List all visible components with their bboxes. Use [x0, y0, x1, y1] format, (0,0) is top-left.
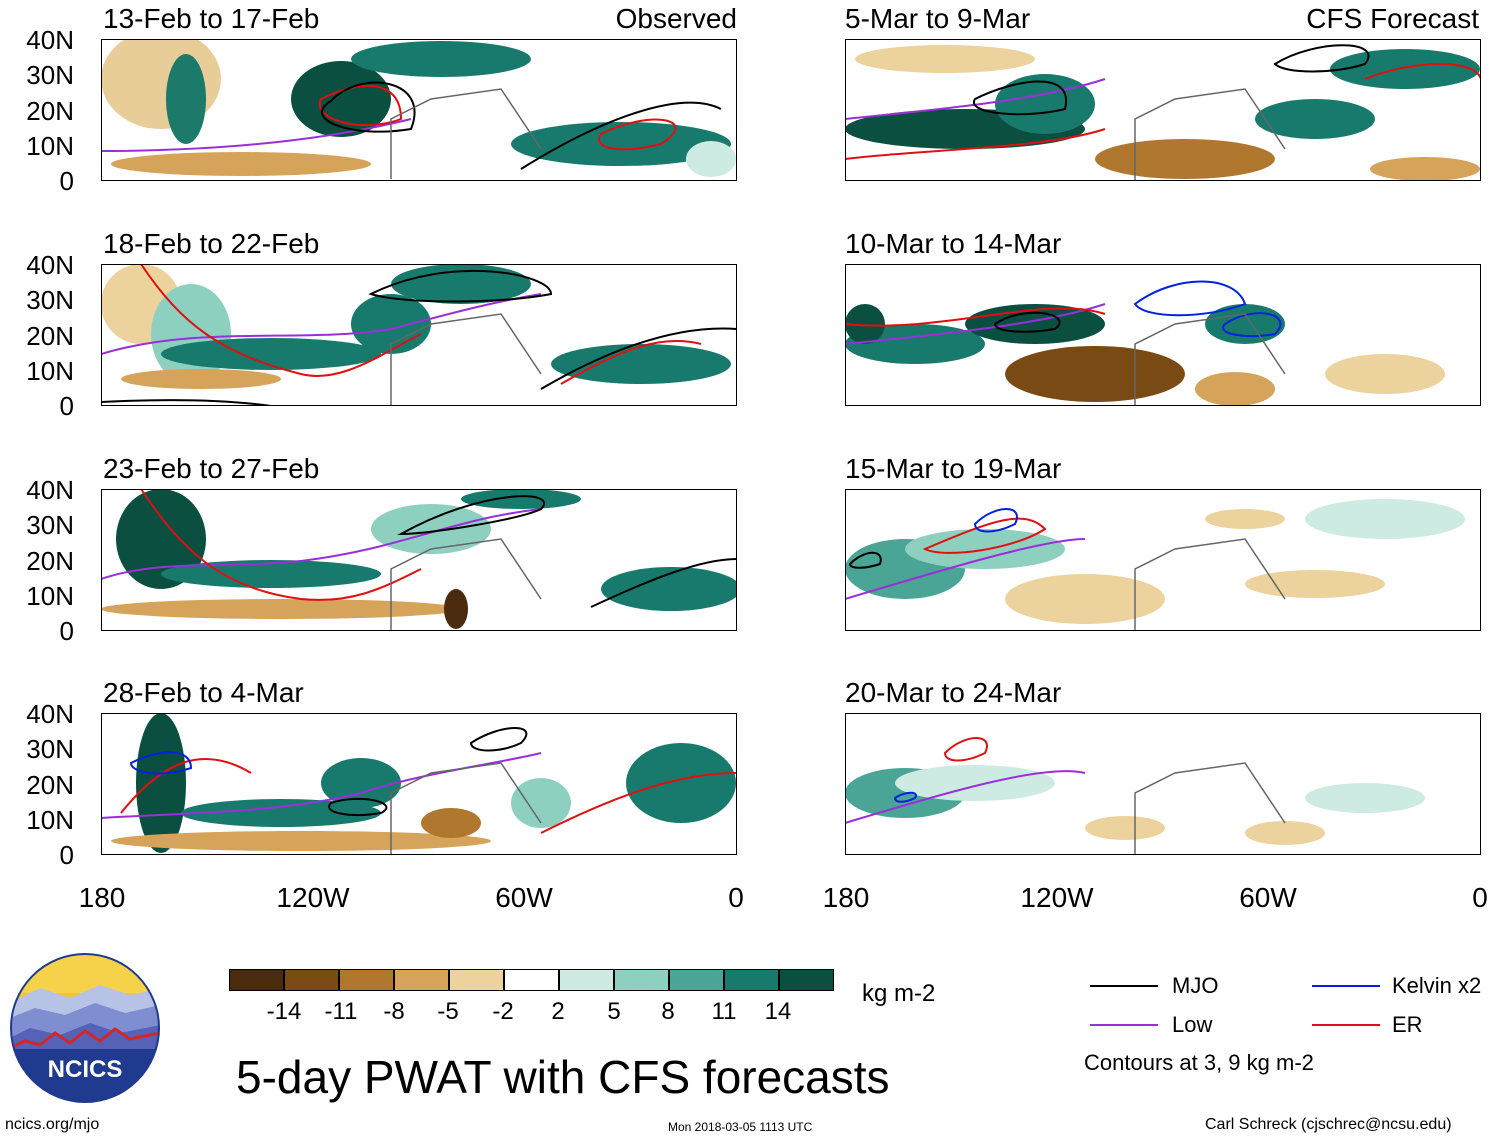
panel-fcst-4-period: 20-Mar to 24-Mar	[845, 677, 1062, 708]
colorbar-label: -2	[492, 998, 514, 1025]
y-tick-label: 30N	[26, 60, 74, 90]
y-tick-label: 0	[59, 391, 74, 421]
colorbar-swatch	[614, 969, 669, 991]
legend-low-label: Low	[1172, 1012, 1213, 1037]
legend-mjo-line	[1090, 985, 1158, 987]
y-tick-label: 0	[59, 840, 74, 870]
logo-text: NCICS	[48, 1056, 123, 1083]
colorbar-unit: kg m-2	[862, 980, 936, 1007]
panel-obs-4-period: 28-Feb to 4-Mar	[103, 677, 304, 708]
colorbar-swatch	[449, 969, 504, 991]
panel-fcst-1: 5-Mar to 9-Mar CFS Forecast	[845, 5, 1481, 181]
legend-kelvin-line	[1312, 985, 1380, 987]
map-obs-4	[101, 713, 737, 855]
y-tick-label: 20N	[26, 770, 74, 800]
footer-url[interactable]: ncics.org/mjo	[5, 1116, 100, 1133]
colorbar-swatch	[724, 969, 779, 991]
y-tick-label: 30N	[26, 510, 74, 540]
panel-fcst-1-period: 5-Mar to 9-Mar	[845, 3, 1031, 34]
y-tick-label: 40N	[26, 25, 74, 55]
panel-fcst-2: 10-Mar to 14-Mar	[845, 230, 1481, 406]
panel-obs-1: 13-Feb to 17-Feb Observed	[101, 5, 737, 181]
y-tick-label: 20N	[26, 96, 74, 126]
y-tick-label: 30N	[26, 285, 74, 315]
colorbar-swatch	[394, 969, 449, 991]
panel-fcst-2-period: 10-Mar to 14-Mar	[845, 228, 1062, 259]
x-tick-label: 180	[78, 882, 126, 913]
colorbar-label: -5	[437, 998, 459, 1025]
y-tick-label: 10N	[26, 356, 74, 386]
legend-er-line	[1312, 1024, 1380, 1026]
y-tick-label: 0	[59, 616, 74, 646]
colorbar-swatch	[504, 969, 559, 991]
forecast-label: CFS Forecast	[1306, 3, 1479, 34]
legend-low-line	[1090, 1024, 1158, 1026]
ncics-logo: NCICS	[10, 953, 160, 1103]
colorbar-label: 5	[607, 998, 621, 1025]
panel-fcst-3: 15-Mar to 19-Mar	[845, 455, 1481, 631]
colorbar-label: -14	[266, 998, 302, 1025]
y-tick-label: 40N	[26, 699, 74, 729]
x-tick-label: 60W	[495, 882, 553, 913]
legend-er-label: ER	[1392, 1012, 1423, 1037]
y-tick-label: 10N	[26, 131, 74, 161]
colorbar-swatch	[339, 969, 394, 991]
y-tick-label: 40N	[26, 250, 74, 280]
x-tick-label: 180	[822, 882, 870, 913]
footer-author: Carl Schreck (cjschrec@ncsu.edu)	[1205, 1116, 1452, 1133]
legend-mjo-label: MJO	[1172, 973, 1219, 998]
observed-label: Observed	[615, 3, 737, 34]
panel-obs-2: 18-Feb to 22-Feb	[101, 230, 737, 406]
y-tick-label: 20N	[26, 321, 74, 351]
logo-emblem: NCICS	[10, 953, 160, 1103]
panel-obs-1-period: 13-Feb to 17-Feb	[103, 3, 320, 34]
colorbar-swatch	[779, 969, 834, 991]
colorbar-swatch	[229, 969, 284, 991]
colorbar-label: 11	[711, 998, 737, 1025]
panel-fcst-4: 20-Mar to 24-Mar	[845, 679, 1481, 855]
colorbar-label: 8	[661, 998, 675, 1025]
map-obs-1	[101, 39, 737, 181]
y-tick-label: 0	[59, 166, 74, 196]
colorbar-label: 2	[551, 998, 565, 1025]
map-fcst-3	[845, 489, 1481, 631]
x-tick-label: 120W	[1020, 882, 1094, 913]
map-fcst-4	[845, 713, 1481, 855]
panel-fcst-3-period: 15-Mar to 19-Mar	[845, 453, 1062, 484]
colorbar-swatch	[284, 969, 339, 991]
panel-obs-3-period: 23-Feb to 27-Feb	[103, 453, 320, 484]
colorbar-label: -8	[383, 998, 405, 1025]
x-tick-label: 0	[728, 882, 744, 913]
colorbar-swatch	[669, 969, 724, 991]
panel-obs-4: 28-Feb to 4-Mar	[101, 679, 737, 855]
panel-obs-2-period: 18-Feb to 22-Feb	[103, 228, 320, 259]
map-fcst-2	[845, 264, 1481, 406]
footer-timestamp: Mon 2018-03-05 1113 UTC	[668, 1120, 813, 1134]
figure-title: 5-day PWAT with CFS forecasts	[236, 1051, 890, 1103]
x-tick-label: 60W	[1239, 882, 1297, 913]
y-tick-label: 40N	[26, 475, 74, 505]
x-tick-label: 120W	[276, 882, 350, 913]
colorbar	[229, 969, 834, 991]
y-tick-label: 10N	[26, 581, 74, 611]
colorbar-label: -11	[324, 998, 358, 1025]
x-tick-label: 0	[1472, 882, 1488, 913]
y-tick-label: 30N	[26, 734, 74, 764]
map-obs-2	[101, 264, 737, 406]
map-obs-3	[101, 489, 737, 631]
panel-obs-3: 23-Feb to 27-Feb	[101, 455, 737, 631]
y-tick-label: 10N	[26, 805, 74, 835]
legend-kelvin-label: Kelvin x2	[1392, 973, 1482, 998]
map-fcst-1	[845, 39, 1481, 181]
legend-note: Contours at 3, 9 kg m-2	[1084, 1050, 1314, 1075]
y-tick-label: 20N	[26, 546, 74, 576]
colorbar-box	[229, 969, 834, 991]
colorbar-swatch	[559, 969, 614, 991]
colorbar-label: 14	[764, 998, 792, 1025]
